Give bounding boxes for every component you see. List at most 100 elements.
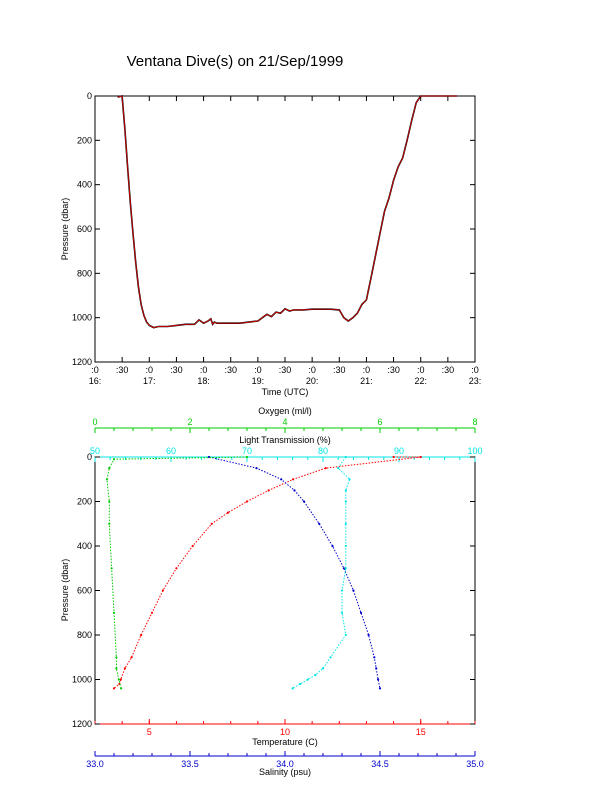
x-tick-label: :30 (170, 365, 183, 375)
oxygen-point (108, 467, 111, 470)
oxygen-point (115, 667, 118, 670)
x-hour-label: 19: (252, 376, 265, 386)
salinity-tick-label: 34.5 (371, 759, 389, 769)
x-hour-label: 23: (469, 376, 482, 386)
pressure-tick-label: 400 (77, 541, 92, 551)
transmission-point (299, 682, 302, 686)
plot-frame (94, 95, 476, 363)
transmission-point (344, 500, 347, 503)
transmission-profile (292, 456, 351, 689)
x-tick-label: :0 (91, 365, 99, 375)
transmission-point (321, 667, 325, 670)
pressure-tick-label: 0 (87, 452, 92, 462)
transmission-point (348, 478, 351, 481)
oxygen-tick-label: 8 (472, 417, 477, 427)
x-tick-label: :0 (308, 365, 316, 375)
temperature-point (130, 656, 133, 659)
x-tick-label: :0 (146, 365, 154, 375)
temperature-point (226, 511, 230, 514)
salinity-point (373, 656, 376, 659)
salinity-point (293, 489, 296, 492)
temperature-point (123, 667, 126, 670)
salinity-point (352, 589, 355, 592)
temperature-tick-label: 10 (280, 727, 290, 737)
x-tick-label: :0 (254, 365, 262, 375)
y-tick-label: 800 (77, 268, 92, 278)
pressure-tick-label: 600 (77, 586, 92, 596)
x-hour-label: 22: (414, 376, 427, 386)
transmission-point (344, 633, 347, 637)
y-tick-label: 600 (77, 224, 92, 234)
temperature-profile (113, 456, 421, 689)
salinity-point (378, 687, 382, 690)
oxygen-tick-label: 2 (187, 417, 192, 427)
salinity-tick-label: 34.0 (276, 759, 294, 769)
x-hour-label: 20: (306, 376, 319, 386)
temperature-point (191, 544, 194, 548)
series-group (117, 95, 457, 329)
oxygen-point (108, 522, 111, 525)
transmission-tick-label: 50 (90, 446, 100, 456)
pressure-tick-label: 1000 (72, 675, 92, 685)
salinity-point (255, 467, 258, 470)
salinity-point (342, 567, 345, 570)
salinity-point (302, 500, 306, 503)
temperature-point (119, 678, 122, 681)
oxygen-point (245, 455, 249, 459)
transmission-tick-label: 90 (394, 446, 404, 456)
temperature-point (419, 455, 422, 459)
transmission-point (314, 673, 317, 677)
x-tick-label: :30 (442, 365, 455, 375)
x-tick-label: :30 (333, 365, 346, 375)
x-axis-label: Time (UTC) (262, 387, 309, 397)
temperature-point (112, 687, 116, 690)
temperature-point (210, 522, 213, 525)
oxygen-tick-label: 0 (92, 417, 97, 427)
salinity-axis-label: Salinity (psu) (259, 767, 311, 777)
x-hour-label: 18: (197, 376, 210, 386)
profile-axes: 0 2 4 6 8 50 60 70 80 90 100 5 10 15 33.0 33.5 34.0 34.5 3… (72, 417, 484, 769)
transmission-point (306, 678, 309, 681)
transmission-point (291, 687, 294, 690)
temperature-axis-label: Temperature (C) (252, 737, 318, 747)
depth-series-overlay (117, 95, 457, 328)
chart-title: Ventana Dive(s) on 21/Sep/1999 (127, 53, 344, 70)
profile-series (105, 455, 422, 690)
x-axis: :0:30:0:30:0:30:0:30:0:30:0:30:0:30:016:… (89, 96, 482, 386)
profile-chart: 0 2 4 6 8 50 60 70 80 90 100 5 10 15 33.0 33.5 34.0 34.5 3… (60, 406, 484, 777)
oxygen-point (105, 478, 108, 481)
transmission-point (344, 567, 347, 570)
transmission-point (344, 455, 347, 459)
salinity-point (318, 522, 321, 525)
transmission-tick-label: 80 (318, 446, 328, 456)
x-hour-label: 17: (143, 376, 156, 386)
y-tick-label: 0 (87, 91, 92, 101)
temperature-point (175, 567, 178, 570)
oxygen-profile (106, 456, 248, 689)
pressure-tick-label: 200 (77, 497, 92, 507)
plot-frame-profiles (94, 456, 476, 725)
transmission-tick-label: 60 (166, 446, 176, 456)
salinity-tick-label: 33.0 (86, 759, 104, 769)
y-axis: 0 200 400 600 800 1000 1200 (72, 91, 475, 367)
x-tick-label: :30 (224, 365, 237, 375)
temperature-tick-label: 5 (147, 727, 152, 737)
oxygen-point (120, 687, 123, 690)
transmission-tick-label: 100 (467, 446, 482, 456)
temperature-point (140, 633, 143, 637)
oxygen-point (110, 567, 113, 570)
y-tick-label: 400 (77, 180, 92, 190)
transmission-point (344, 522, 347, 525)
y-axis-label-profiles: Pressure (dbar) (60, 559, 70, 622)
salinity-tick-label: 33.5 (181, 759, 199, 769)
temperature-point (392, 455, 395, 459)
salinity-point (359, 611, 363, 614)
oxygen-point (112, 458, 116, 461)
temperature-point (324, 467, 327, 470)
salinity-point (280, 478, 283, 481)
oxygen-point (115, 656, 118, 659)
salinity-point (367, 633, 370, 637)
salinity-point (375, 667, 378, 670)
x-tick-label: :30 (116, 365, 129, 375)
